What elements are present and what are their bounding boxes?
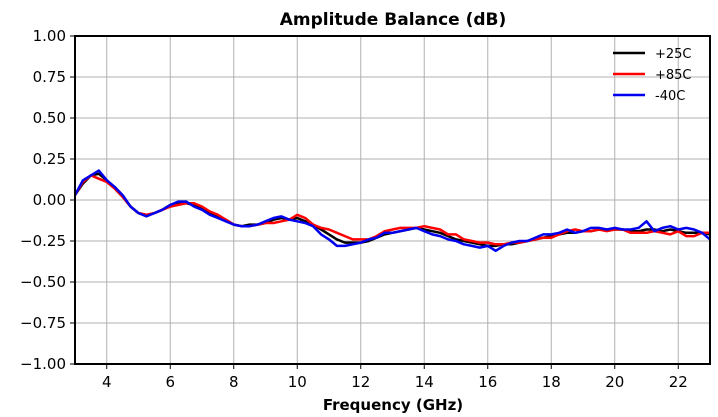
legend-label--40C: -40C — [655, 89, 685, 104]
y-tick-label: −0.50 — [20, 273, 66, 291]
grid — [75, 35, 710, 365]
y-tick-label: −1.00 — [20, 355, 66, 373]
y-tick-label: 0.25 — [33, 150, 66, 168]
y-tick-label: 0.00 — [33, 191, 66, 209]
x-axis-label: Frequency (GHz) — [323, 396, 463, 414]
legend-label-+85C: +85C — [655, 68, 692, 83]
x-tick-label: 12 — [351, 373, 370, 391]
legend: +25C +85C -40C — [613, 47, 692, 104]
x-tick-label: 18 — [542, 373, 561, 391]
x-tick-label: 10 — [288, 373, 307, 391]
x-tick-label: 14 — [415, 373, 434, 391]
axis-ticks: 4 6 8 10 12 14 16 18 20 22 1.00 0.75 0.50 0.25 0.00 −0.… — [20, 27, 688, 391]
y-tick-label: 1.00 — [33, 27, 66, 45]
chart-title: Amplitude Balance (dB) — [280, 10, 507, 30]
series-line-+85C — [73, 174, 710, 246]
y-tick-label: 0.50 — [33, 109, 66, 127]
y-tick-label: −0.25 — [20, 232, 66, 250]
x-tick-label: 16 — [478, 373, 497, 391]
series-lines — [73, 169, 711, 253]
y-tick-label: −0.75 — [20, 314, 66, 332]
x-tick-label: 8 — [229, 373, 239, 391]
series-line--40C — [73, 169, 711, 253]
y-tick-label: 0.75 — [33, 68, 66, 86]
x-tick-label: 22 — [669, 373, 688, 391]
x-tick-label: 4 — [102, 373, 112, 391]
x-tick-label: 6 — [165, 373, 175, 391]
legend-label-+25C: +25C — [655, 47, 692, 62]
x-tick-label: 20 — [605, 373, 624, 391]
